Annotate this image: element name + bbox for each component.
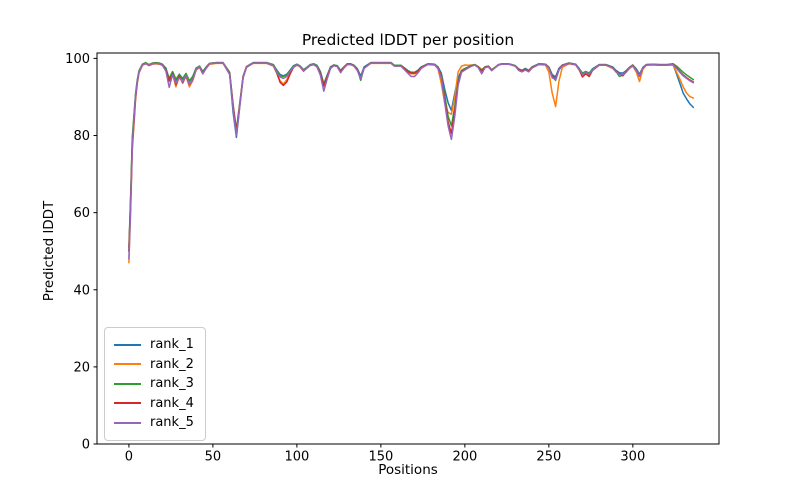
legend-line-swatch [114,363,141,366]
y-tick-label: 60 [73,206,90,221]
legend-line-swatch [114,382,141,385]
series-line-rank_5 [128,62,695,260]
series-line-rank_2 [128,62,695,264]
plot-frame [96,52,720,445]
legend-line-swatch [114,343,141,346]
legend-line-swatch [114,402,141,405]
legend-label: rank_4 [150,395,194,411]
x-tick-label: 150 [368,450,393,465]
legend-line-swatch [114,421,141,424]
y-tick-label: 100 [65,52,90,67]
series-line-rank_4 [128,62,695,252]
chart-title: Predicted lDDT per position [301,31,515,49]
legend-label: rank_1 [150,337,194,352]
y-tick-label: 0 [82,438,90,453]
x-tick-label: 300 [620,450,645,465]
series-line-rank_1 [128,61,695,252]
series-line-rank_3 [128,61,695,249]
x-tick-label: 0 [125,450,133,465]
legend: rank_1 rank_2 rank_3 rank_4 rank_5 [104,327,206,441]
legend-label: rank_5 [150,415,194,430]
x-axis-label: Positions [378,462,438,478]
y-tick-label: 40 [73,283,90,298]
legend-item-rank_4: rank_4 [114,394,194,414]
y-tick-label: 20 [73,360,90,375]
legend-item-rank_5: rank_5 [114,413,194,433]
legend-item-rank_3: rank_3 [114,374,194,394]
x-tick-label: 50 [205,450,222,465]
legend-item-rank_2: rank_2 [114,355,194,375]
legend-item-rank_1: rank_1 [114,335,194,355]
x-tick-label: 200 [452,450,477,465]
x-tick-label: 100 [284,450,309,465]
legend-label: rank_3 [150,376,194,391]
y-axis-label: Predicted lDDT [41,200,57,302]
x-tick-label: 250 [536,450,561,465]
y-tick-label: 80 [73,129,90,144]
legend-label: rank_2 [150,356,194,372]
